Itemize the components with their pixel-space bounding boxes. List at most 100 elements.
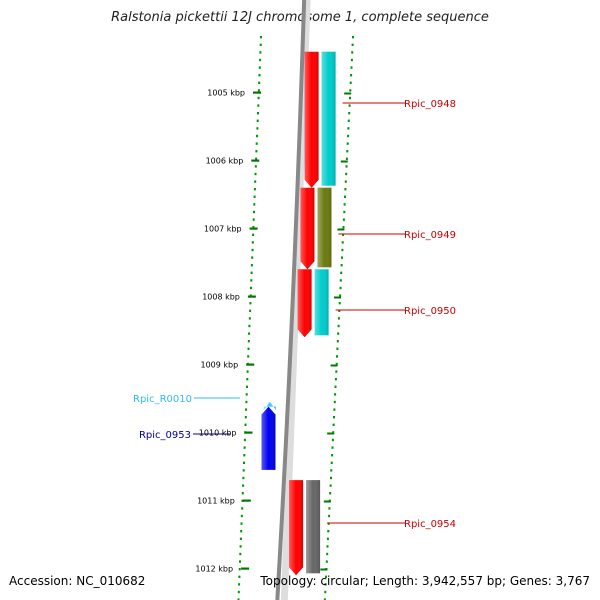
- guide-dot-left: [237, 598, 240, 600]
- guide-dot-right: [349, 81, 352, 84]
- guide-dot-right: [326, 552, 329, 556]
- guide-dot-left: [255, 150, 258, 153]
- scale-tick: [242, 499, 251, 502]
- guide-dot-left: [254, 180, 257, 183]
- guide-dot-right: [339, 279, 342, 282]
- guide-dot-left: [239, 552, 242, 556]
- guide-dot-left: [258, 66, 261, 69]
- guide-dot-left: [242, 484, 245, 487]
- guide-dot-right: [348, 112, 351, 115]
- guide-dot-left: [243, 446, 246, 449]
- guide-dot-left: [249, 302, 252, 305]
- guide-dot-left: [247, 340, 250, 343]
- guide-dot-left: [240, 530, 243, 533]
- gene-label[interactable]: Rpic_0953: [139, 430, 191, 441]
- guide-dot-left: [249, 309, 252, 312]
- guide-dot-right: [352, 36, 354, 39]
- guide-dot-right: [350, 58, 353, 62]
- gene-label[interactable]: Rpic_0948: [404, 99, 456, 110]
- cds-Rpic_0954-shade: [289, 480, 304, 576]
- guide-dot-right: [348, 104, 351, 107]
- guide-dot-right: [328, 514, 331, 518]
- backbone-shadow: [280, 0, 311, 600]
- guide-dot-left: [240, 522, 243, 525]
- guide-dot-left: [253, 203, 256, 206]
- guide-dot-left: [241, 492, 244, 495]
- guide-dot-left: [246, 385, 248, 388]
- guide-dot-left: [237, 590, 240, 594]
- guide-dot-left: [253, 210, 255, 214]
- guide-dot-left: [259, 51, 262, 54]
- guide-dot-left: [251, 256, 254, 259]
- guide-dot-right: [347, 127, 350, 130]
- guide-dot-right: [345, 172, 348, 176]
- guide-dot-right: [336, 355, 338, 358]
- gene-label[interactable]: Rpic_0949: [404, 230, 456, 241]
- guide-dot-right: [327, 522, 330, 525]
- topology-label: Topology: circular; Length: 3,942,557 bp…: [260, 574, 590, 588]
- guide-dot-left: [252, 218, 255, 221]
- scale-tick: [249, 227, 258, 230]
- guide-dot-right: [346, 150, 349, 153]
- guide-dot-left: [250, 286, 252, 290]
- scale-tick-label: 1010 kbp: [199, 429, 237, 438]
- right-tick: [337, 228, 345, 231]
- guide-dot-left: [259, 43, 262, 46]
- guide-dot-right: [344, 180, 347, 183]
- cds-Rpic_0948-shade: [304, 51, 319, 188]
- gene-label[interactable]: Rpic_0954: [404, 519, 456, 530]
- guide-dot-right: [338, 302, 341, 305]
- guide-dot-left: [241, 499, 244, 502]
- guide-dot-left: [253, 195, 256, 198]
- accession-label: Accession: NC_010682: [9, 574, 146, 588]
- guide-dot-right: [332, 431, 335, 434]
- guide-dot-left: [239, 537, 242, 540]
- guide-dot-left: [243, 461, 245, 464]
- right-tick: [320, 568, 328, 571]
- gene-label[interactable]: Rpic_0950: [404, 306, 456, 317]
- guide-dot-left: [254, 165, 257, 168]
- cds-Rpic_0949-shade: [300, 187, 315, 270]
- guide-dot-right: [336, 340, 339, 343]
- guide-dot-right: [343, 203, 346, 206]
- guide-dot-right: [330, 461, 333, 464]
- map-title: Ralstonia pickettii 12J chromosome 1, co…: [111, 10, 489, 25]
- gene-labels: Rpic_0948 Rpic_0949 Rpic_0950 Rpic_R0010 Rpi…: [133, 99, 456, 530]
- guide-dot-left: [239, 545, 242, 548]
- guide-dot-left: [240, 514, 243, 518]
- guide-dot-right: [349, 89, 352, 92]
- guide-dot-left: [248, 317, 251, 320]
- guide-dot-right: [325, 560, 328, 563]
- guide-dot-left: [252, 226, 255, 229]
- right-tick: [344, 92, 352, 95]
- guide-dot-left: [245, 393, 248, 396]
- guide-dot-right: [341, 256, 343, 259]
- guide-dot-left: [255, 142, 258, 145]
- guide-dot-right: [350, 74, 353, 77]
- scale-tick-label: 1009 kbp: [200, 361, 238, 370]
- guide-dot-left: [248, 324, 251, 328]
- domain-Rpic_0949-shade: [317, 187, 332, 268]
- guide-dot-right: [337, 317, 340, 320]
- scale-tick-label: 1005 kbp: [207, 89, 245, 98]
- guide-dot-left: [257, 112, 259, 115]
- guide-dot-right: [331, 438, 334, 442]
- guide-dot-right: [342, 226, 345, 229]
- guide-dot-right: [349, 96, 351, 100]
- gene-label[interactable]: Rpic_R0010: [133, 394, 192, 405]
- scale-tick: [251, 159, 260, 162]
- guide-dot-right: [331, 446, 334, 449]
- guide-dot-right: [342, 218, 345, 221]
- guide-dot-left: [256, 127, 259, 130]
- guide-dot-left: [260, 36, 262, 39]
- guide-dot-right: [345, 157, 348, 160]
- guide-dot-left: [243, 454, 246, 457]
- guide-dot-right: [344, 188, 347, 191]
- guide-dot-left: [241, 507, 244, 510]
- guide-dot-right: [338, 309, 341, 312]
- backbone-line: [275, 0, 307, 600]
- cds-Rpic_0950-shade: [297, 269, 312, 338]
- sequence-backbone: [275, 0, 311, 600]
- scale-tick-label: 1011 kbp: [197, 497, 235, 506]
